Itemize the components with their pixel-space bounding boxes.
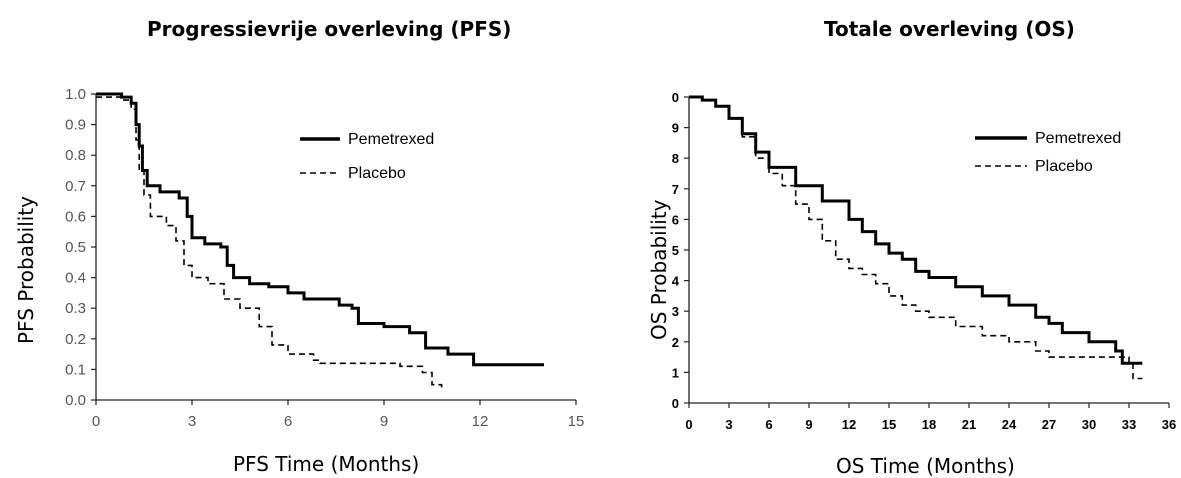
pfs-x-tick-label: 12 xyxy=(472,413,489,430)
os-y-tick-label: 7 xyxy=(672,182,679,197)
pfs-y-tick-label: 0.3 xyxy=(65,300,86,317)
pfs-series-pemetrexed xyxy=(96,92,544,367)
pfs-y-tick-label: 0.2 xyxy=(65,331,86,348)
os-x-tick-label: 3 xyxy=(725,417,732,432)
pfs-chart-title: Progressievrije overleving (PFS) xyxy=(147,17,512,41)
os-y-tick-label: 9 xyxy=(672,121,679,136)
os-y-tick-label: 0 xyxy=(672,396,679,411)
pfs-x-tick-label: 6 xyxy=(284,413,292,430)
pfs-y-tick-label: 0.1 xyxy=(65,361,86,378)
pfs-x-axis-label: PFS Time (Months) xyxy=(233,452,420,476)
pfs-y-tick-label: 0.6 xyxy=(65,208,86,225)
os-series-placebo xyxy=(689,96,1143,380)
os-y-tick-label: 2 xyxy=(672,335,679,350)
os-x-tick-label: 9 xyxy=(805,417,812,432)
pfs-series-placebo xyxy=(96,96,443,391)
os-x-tick-label: 30 xyxy=(1082,417,1096,432)
os-legend-label-pemetrexed: Pemetrexed xyxy=(1035,130,1121,147)
pfs-y-tick-label: 0.4 xyxy=(65,270,86,287)
os-x-tick-label: 15 xyxy=(882,417,896,432)
pfs-x-tick-label: 0 xyxy=(92,413,100,430)
os-x-tick-label: 24 xyxy=(1002,417,1017,432)
os-y-tick-label: 6 xyxy=(672,212,679,227)
os-x-tick-label: 0 xyxy=(685,417,692,432)
os-x-axis-label: OS Time (Months) xyxy=(836,454,1015,478)
pfs-y-tick-label: 0.7 xyxy=(65,178,86,195)
pfs-y-tick-label: 0.0 xyxy=(65,392,86,409)
os-x-tick-label: 18 xyxy=(922,417,936,432)
pfs-y-tick-label: 0.5 xyxy=(65,239,86,256)
pfs-y-tick-label: 0.9 xyxy=(65,117,86,134)
os-y-tick-label: 8 xyxy=(672,151,679,166)
os-series-pemetrexed xyxy=(689,95,1143,365)
os-y-tick-label: 3 xyxy=(672,304,679,319)
os-x-tick-label: 6 xyxy=(765,417,772,432)
os-x-tick-label: 33 xyxy=(1122,417,1136,432)
os-chart-title: Totale overleving (OS) xyxy=(824,17,1075,41)
os-x-tick-label: 27 xyxy=(1042,417,1056,432)
pfs-x-tick-label: 9 xyxy=(380,413,388,430)
pfs-y-tick-label: 1.0 xyxy=(65,86,86,103)
os-x-tick-label: 12 xyxy=(842,417,856,432)
os-y-tick-label: 5 xyxy=(672,243,679,258)
os-x-tick-label: 36 xyxy=(1162,417,1176,432)
os-y-tick-label: 0 xyxy=(672,90,679,105)
pfs-legend-label-placebo: Placebo xyxy=(348,165,406,182)
os-y-tick-label: 1 xyxy=(672,365,679,380)
pfs-x-tick-label: 15 xyxy=(568,413,585,430)
pfs-legend-label-pemetrexed: Pemetrexed xyxy=(348,131,434,148)
pfs-x-tick-label: 3 xyxy=(188,413,196,430)
os-legend-label-placebo: Placebo xyxy=(1035,158,1093,175)
pfs-y-tick-label: 0.8 xyxy=(65,147,86,164)
os-y-tick-label: 4 xyxy=(672,274,680,289)
os-x-tick-label: 21 xyxy=(962,417,976,432)
